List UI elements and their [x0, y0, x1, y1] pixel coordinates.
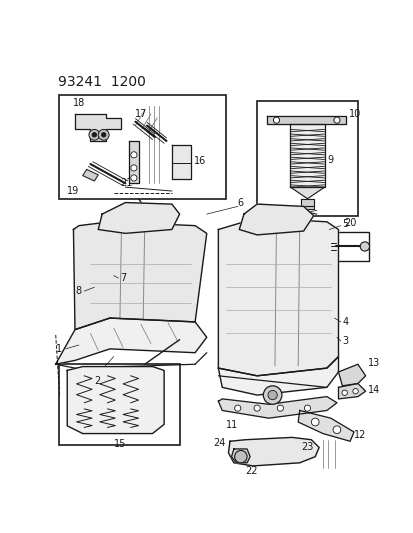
Polygon shape [338, 364, 365, 386]
Text: 4: 4 [342, 317, 348, 327]
Text: 3: 3 [342, 336, 348, 346]
Circle shape [234, 405, 240, 411]
Polygon shape [218, 357, 338, 395]
Circle shape [92, 133, 97, 137]
Circle shape [131, 165, 137, 171]
Circle shape [263, 386, 281, 405]
Text: 19: 19 [67, 185, 79, 196]
Text: 14: 14 [367, 385, 379, 394]
Text: 93241  1200: 93241 1200 [58, 75, 145, 88]
Text: 23: 23 [301, 442, 313, 453]
Text: 9: 9 [327, 155, 333, 165]
Text: 2: 2 [94, 376, 100, 386]
Circle shape [332, 426, 340, 433]
Text: 18: 18 [73, 98, 85, 108]
Circle shape [359, 242, 369, 251]
Text: 6: 6 [237, 198, 243, 207]
Circle shape [89, 130, 100, 140]
Text: 8: 8 [75, 286, 81, 296]
Text: 11: 11 [225, 419, 238, 430]
Polygon shape [338, 384, 365, 399]
Text: 22: 22 [245, 466, 257, 476]
Polygon shape [239, 204, 313, 235]
Circle shape [267, 391, 277, 400]
Bar [299, 117, 314, 123]
Text: 15: 15 [114, 439, 126, 449]
Circle shape [98, 130, 109, 140]
Text: 20: 20 [343, 218, 356, 228]
Circle shape [101, 133, 106, 137]
Polygon shape [129, 141, 138, 183]
Polygon shape [266, 116, 345, 124]
Circle shape [333, 117, 339, 123]
Bar [59, 364, 179, 445]
Bar [326, 232, 369, 261]
Circle shape [341, 390, 347, 395]
Text: 12: 12 [353, 430, 366, 440]
Bar [256, 101, 357, 216]
Polygon shape [301, 199, 313, 206]
Polygon shape [55, 318, 206, 364]
Polygon shape [231, 449, 249, 463]
Circle shape [273, 117, 279, 123]
Bar [59, 95, 225, 199]
Circle shape [352, 389, 357, 394]
Polygon shape [67, 367, 164, 433]
Circle shape [254, 405, 260, 411]
Text: 13: 13 [367, 358, 379, 368]
Polygon shape [301, 206, 313, 209]
Polygon shape [75, 114, 121, 141]
Polygon shape [228, 438, 318, 466]
Polygon shape [218, 397, 336, 418]
Text: 1: 1 [55, 344, 62, 354]
Text: 17: 17 [135, 109, 147, 119]
Circle shape [131, 152, 137, 158]
Text: 7: 7 [120, 273, 126, 283]
Circle shape [234, 450, 247, 463]
Polygon shape [73, 222, 206, 329]
Polygon shape [98, 203, 179, 233]
Polygon shape [83, 169, 98, 181]
Text: 21: 21 [120, 178, 132, 188]
Polygon shape [171, 145, 191, 180]
Polygon shape [297, 410, 353, 441]
Circle shape [304, 405, 310, 411]
Polygon shape [290, 124, 324, 187]
Text: 16: 16 [193, 156, 205, 166]
Polygon shape [218, 218, 338, 376]
Circle shape [311, 418, 318, 426]
Circle shape [131, 175, 137, 181]
Circle shape [277, 405, 283, 411]
Text: 10: 10 [349, 109, 361, 119]
Text: 5: 5 [342, 219, 348, 229]
Text: 24: 24 [213, 438, 225, 448]
Polygon shape [290, 187, 324, 199]
